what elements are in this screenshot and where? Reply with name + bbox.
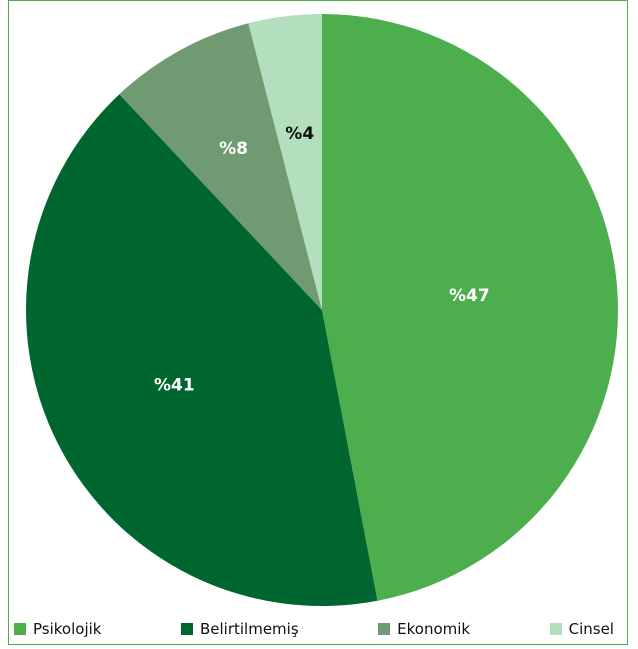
legend-label-psikolojik: Psikolojik	[33, 620, 102, 638]
legend-item-psikolojik[interactable]: Psikolojik	[14, 620, 101, 638]
pie-slice-ekonomik[interactable]	[119, 23, 322, 311]
legend-swatch-psikolojik	[14, 623, 26, 635]
legend-label-ekonomik: Ekonomik	[397, 620, 471, 638]
pie-data-labels: %47 %41 %8 %4	[154, 124, 490, 395]
legend-item-ekonomik[interactable]: Ekonomik	[378, 620, 470, 638]
legend-item-cinsel[interactable]: Cinsel	[549, 620, 614, 638]
legend-item-belirtilmemis[interactable]: Belirtilmemiş	[180, 620, 299, 638]
data-label-ekonomik: %8	[219, 139, 248, 159]
legend-swatch-belirtilmemis	[180, 623, 193, 635]
pie-slices	[25, 13, 619, 607]
legend: Psikolojik Belirtilmemiş Ekonomik Cinsel	[14, 618, 620, 640]
legend-swatch-ekonomik	[378, 623, 391, 635]
data-label-cinsel: %4	[285, 124, 314, 144]
legend-label-cinsel: Cinsel	[568, 620, 614, 638]
pie-slice-psikolojik[interactable]	[322, 13, 619, 601]
pie-slice-cinsel[interactable]	[248, 14, 322, 310]
data-label-psikolojik: %47	[449, 286, 490, 306]
data-label-belirtilmemis: %41	[154, 375, 195, 395]
legend-swatch-cinsel	[549, 623, 562, 635]
pie-slice-belirtilmemis[interactable]	[25, 94, 378, 607]
legend-label-belirtilmemis: Belirtilmemiş	[199, 620, 299, 638]
